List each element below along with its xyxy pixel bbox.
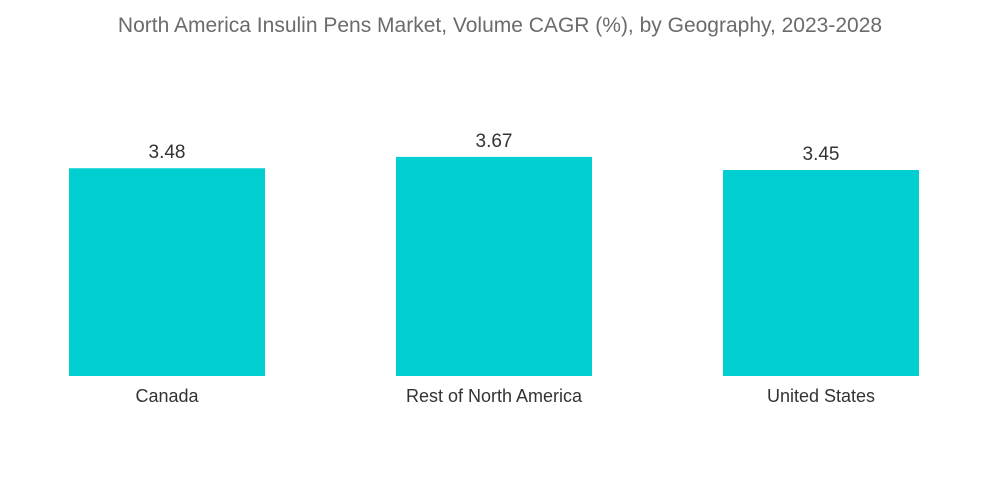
data-label: 3.67	[476, 131, 513, 152]
bar-canada	[69, 168, 265, 376]
x-tick-label: Rest of North America	[406, 386, 583, 406]
data-label: 3.48	[149, 142, 186, 163]
x-tick-label: United States	[767, 386, 875, 406]
x-tick-label: Canada	[135, 386, 199, 406]
data-label: 3.45	[803, 144, 840, 165]
bar-united-states	[723, 170, 919, 376]
bar-rest-of-north-america	[396, 156, 592, 376]
chart-title: North America Insulin Pens Market, Volum…	[117, 14, 883, 37]
